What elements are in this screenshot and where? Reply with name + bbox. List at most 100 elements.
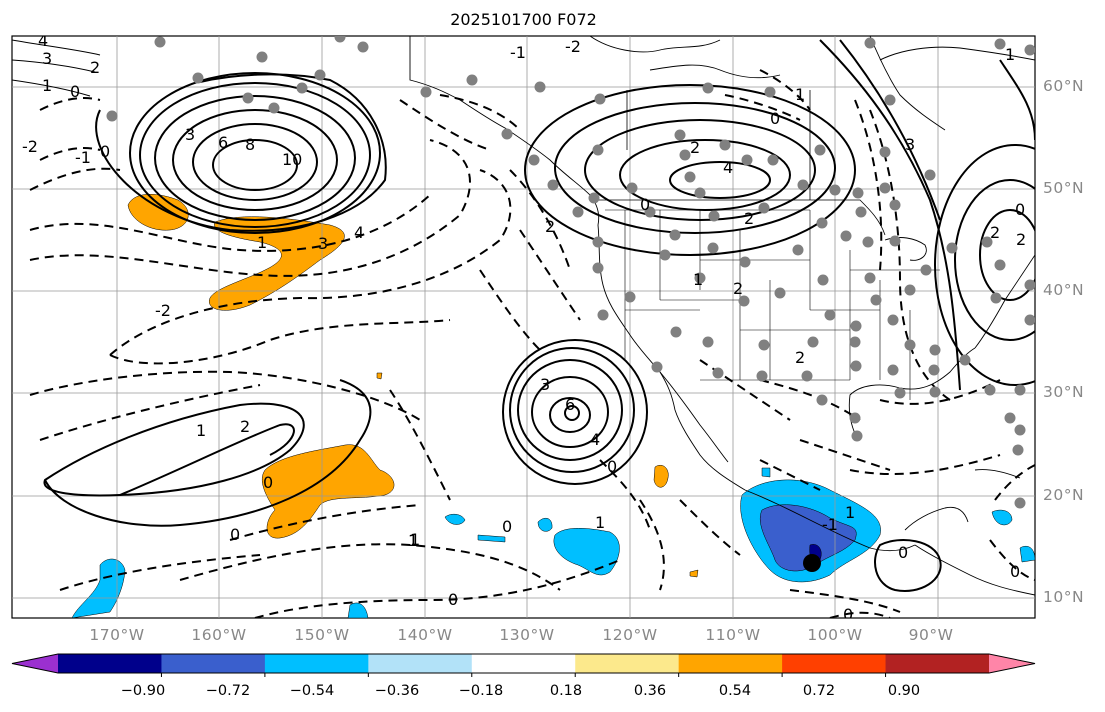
station-dot [501,128,513,140]
contour-label: 6 [565,395,575,414]
contour-label: 2 [990,223,1000,242]
colorbar-tick-label: 0.90 [887,683,921,699]
station-dot [851,430,863,442]
station-dot [829,184,841,196]
colorbar-segment [58,654,162,673]
station-dot [588,192,600,204]
station-dot [840,230,852,242]
contour-label: 0 [843,605,853,624]
contour-label: 0 [607,457,617,476]
lon-label-130: 130°W [499,626,555,644]
station-dot [894,387,906,399]
station-dot [981,236,993,248]
station-dot [879,182,891,194]
colorbar-segment [678,654,783,673]
station-dot [296,82,308,94]
contour-label: 0 [770,109,780,128]
contour-label: -2 [155,301,171,320]
colorbar-segment [782,654,887,673]
station-dot [756,370,768,382]
station-dot [719,139,731,151]
station-dot [314,69,326,81]
station-dot [849,336,861,348]
colorbar-tick-label: −0.72 [205,683,251,699]
contour-label: -1 [510,43,526,62]
high-center-marker [564,405,580,421]
station-dot [594,93,606,105]
station-dot [855,206,867,218]
station-dot [764,86,776,98]
contour-label: 2 [240,417,250,436]
station-dot [597,309,609,321]
contour-label: 3 [318,234,328,253]
station-dot [256,51,268,63]
shade-pos-3 [261,444,395,539]
lon-label-100: 100°W [807,626,863,644]
station-dot [1024,44,1035,56]
contour-label: 2 [690,138,700,157]
contour-label: 0 [263,473,273,492]
station-dot [572,206,584,218]
colorbar-outline [11,653,1036,674]
station-dot [547,179,559,191]
colorbar-segment [885,654,990,673]
shade-neg-10 [991,509,1013,526]
station-dot [946,242,958,254]
contour-label: 0 [1010,562,1020,581]
mexico-south [744,489,916,552]
contour-label: 4 [723,158,733,177]
shade-neg-5 [444,513,466,525]
station-dot [738,295,750,307]
contour-label: 1 [196,421,206,440]
colorbar-segment [161,654,266,673]
colorbar-tick-label: 0.54 [718,683,752,699]
station-dot [924,169,936,181]
contour-label: -1 [75,148,91,167]
contour-label: 1 [595,513,605,532]
shade-neg-9 [347,602,369,618]
contour-label: 2 [733,279,743,298]
station-dot [694,187,706,199]
lon-label-170: 170°W [89,626,145,644]
colorbar-tick-label: 0.72 [802,683,836,699]
contour-label: 2 [545,217,555,236]
lon-label-160: 160°W [191,626,247,644]
contour-label: 4 [354,223,364,242]
station-dot [679,149,691,161]
contour-label: 3 [185,125,195,144]
shade-neg-12 [761,467,771,478]
colorbar-extend-low [12,654,58,673]
station-dot [884,94,896,106]
contour-label: 1 [410,530,420,549]
station-dot [984,384,996,396]
shade-neg-2 [760,504,857,572]
station-dot [816,394,828,406]
colorbar-tick-label: 0.18 [549,683,583,699]
shade-neg-4 [553,528,620,576]
thin-contours [12,39,1035,97]
lon-label-150: 150°W [294,626,350,644]
station-dot [852,187,864,199]
station-dot [1004,412,1016,424]
contour-label: 1 [1005,45,1015,64]
contour-label: -2 [22,137,38,156]
shade-pos-4 [653,464,669,488]
station-dot [862,236,874,248]
colorbar-tick-label: −0.36 [374,683,420,699]
station-dot [712,367,724,379]
shade-pos-6 [689,569,699,578]
contour-label: 0 [640,195,650,214]
station-dot [889,235,901,247]
station-dot [268,102,280,114]
station-dot [644,206,656,218]
station-dot [707,242,719,254]
lon-label-120: 120°W [602,626,658,644]
contour-label: 1 [693,270,703,289]
shade-pos-5 [376,372,383,380]
station-dot [994,38,1006,50]
station-dot [684,171,696,183]
dashed-contours [29,69,1035,618]
station-dot [674,129,686,141]
station-dot [929,386,941,398]
station-dot [624,291,636,303]
